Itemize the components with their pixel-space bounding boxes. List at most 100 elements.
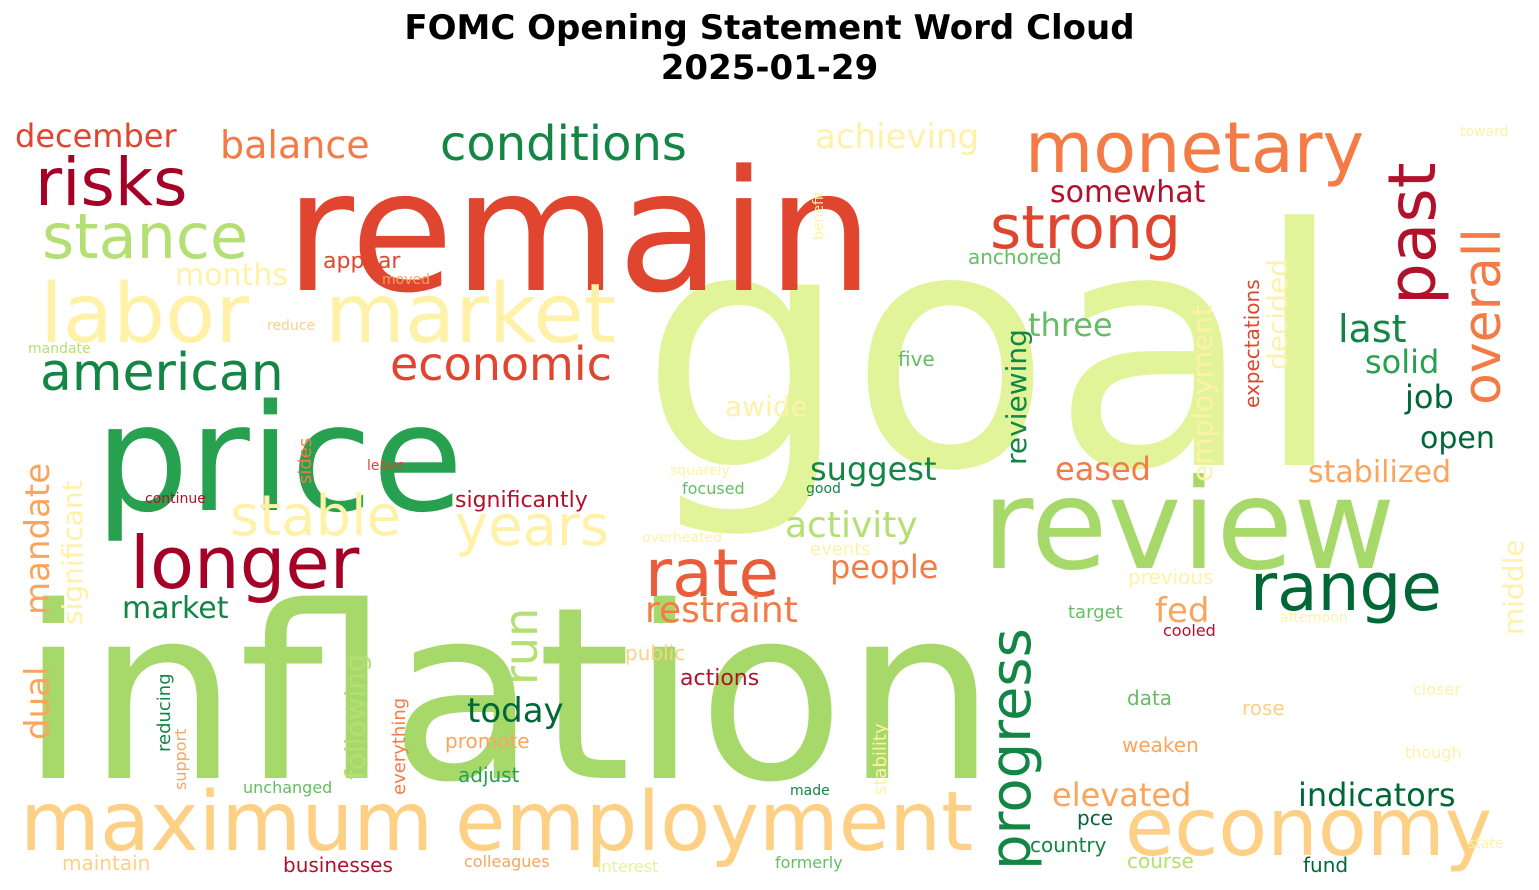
word-mandate-52: mandate (18, 463, 58, 615)
word-pce-92: pce (1077, 806, 1113, 830)
word-previous-77: previous (1128, 565, 1214, 589)
word-remain-2: remain (285, 134, 874, 330)
word-everything-60: everything (389, 698, 410, 795)
word-continue-71: continue (145, 491, 206, 507)
word-american-16: american (40, 343, 284, 403)
word-interest-98: interest (597, 857, 658, 876)
word-stable-22: stable (230, 484, 401, 549)
word-overall-20: overall (1453, 228, 1513, 405)
word-reducing-61: reducing (154, 673, 175, 752)
word-five-66: five (898, 347, 935, 371)
word-data-83: data (1127, 686, 1172, 710)
word-sides-63: sides (295, 438, 316, 484)
word-goal-0: goal (640, 159, 1345, 543)
word-significantly-42: significantly (455, 488, 588, 513)
word-reduce-68: reduce (267, 318, 315, 334)
word-elevated-50: elevated (1052, 776, 1191, 814)
word-market-9: market (325, 267, 616, 362)
word-economy-5: economy (1125, 781, 1492, 874)
word-inflation-1: inflation (20, 555, 997, 835)
word-job-35: job (1404, 378, 1454, 416)
word-suggest-39: suggest (810, 450, 936, 488)
word-overheated-75: overheated (642, 530, 722, 546)
word-longer-13: longer (130, 521, 360, 605)
word-appear-30: appear (323, 249, 401, 274)
word-unchanged-90: unchanged (243, 778, 332, 797)
word-range-18: range (1250, 549, 1442, 626)
word-today-47: today (467, 691, 564, 731)
word-country-93: country (1030, 833, 1107, 857)
word-awide-41: awide (725, 390, 808, 423)
word-balance-25: balance (220, 123, 370, 167)
word-last-33: last (1338, 307, 1407, 351)
word-anchored-31: anchored (968, 245, 1062, 269)
word-months-29: months (175, 258, 288, 293)
word-expectations-58: expectations (1240, 279, 1264, 408)
word-restraint-44: restraint (645, 590, 798, 631)
word-reviewing-55: reviewing (1000, 329, 1033, 465)
word-open-36: open (1420, 421, 1495, 456)
word-though-88: though (1405, 743, 1462, 762)
word-maximum-6: maximum (20, 775, 433, 870)
figure-title: FOMC Opening Statement Word Cloud 2025-0… (0, 8, 1539, 88)
word-fed-45: fed (1155, 591, 1209, 631)
word-decided-57: decided (1261, 259, 1294, 370)
word-cooled-79: cooled (1163, 621, 1216, 640)
word-three-32: three (1028, 306, 1113, 344)
word-colleagues-97: colleagues (464, 852, 550, 871)
word-market-46: market (122, 591, 229, 626)
word-rate-17: rate (645, 535, 779, 612)
word-target-78: target (1068, 602, 1123, 623)
word-rose-84: rose (1242, 696, 1285, 720)
word-conditions-15: conditions (440, 116, 687, 172)
word-events-76: events (810, 539, 871, 560)
title-line-1: FOMC Opening Statement Word Cloud (404, 8, 1135, 48)
word-maintain-95: maintain (62, 851, 150, 875)
word-stability-64: stability (870, 723, 891, 795)
word-employment-56: employment (1186, 305, 1219, 482)
word-middle-59: middle (1497, 539, 1530, 635)
word-following-54: following (339, 654, 372, 780)
word-made-91: made (790, 783, 830, 799)
word-employment-7: employment (455, 775, 973, 870)
word-weaken-87: weaken (1122, 733, 1199, 757)
word-support-62: support (171, 729, 190, 790)
word-indicators-49: indicators (1298, 776, 1456, 814)
word-focused-73: focused (682, 479, 745, 498)
word-good-74: good (806, 481, 841, 497)
word-december-26: december (15, 117, 177, 155)
word-eased-38: eased (1055, 450, 1151, 488)
word-progress-21: progress (979, 628, 1044, 870)
word-public-81: public (625, 641, 685, 665)
word-benefit-65: benefit (811, 190, 827, 240)
word-state-94: state (1468, 836, 1503, 852)
word-review-4: review (982, 453, 1395, 598)
word-years-23: years (455, 494, 609, 559)
word-actions-82: actions (680, 666, 759, 691)
word-course-100: course (1127, 849, 1194, 873)
word-people-43: people (830, 548, 938, 586)
word-price-3: price (95, 373, 463, 545)
title-line-2: 2025-01-29 (660, 48, 879, 88)
word-mandate-69: mandate (28, 341, 91, 357)
word-labor-8: labor (40, 267, 249, 362)
word-risks-11: risks (35, 144, 187, 221)
word-strong-14: strong (990, 193, 1181, 263)
word-formerly-99: formerly (775, 853, 843, 872)
word-businesses-96: businesses (283, 853, 393, 877)
word-adjust-89: adjust (458, 763, 520, 787)
word-significant-53: significant (56, 480, 89, 625)
word-dual-51: dual (18, 667, 58, 740)
word-fund-101: fund (1303, 853, 1348, 877)
word-monetary-10: monetary (1025, 107, 1364, 189)
word-achieving-27: achieving (815, 117, 979, 157)
word-stance-12: stance (42, 200, 248, 273)
word-squarely-72: squarely (670, 463, 730, 479)
word-past-19: past (1374, 162, 1451, 305)
word-moved-67: moved (382, 272, 430, 288)
word-somewhat-28: somewhat (1050, 175, 1206, 210)
word-run-48: run (494, 608, 548, 685)
word-promote-86: promote (445, 729, 530, 753)
word-solid-34: solid (1365, 343, 1439, 381)
